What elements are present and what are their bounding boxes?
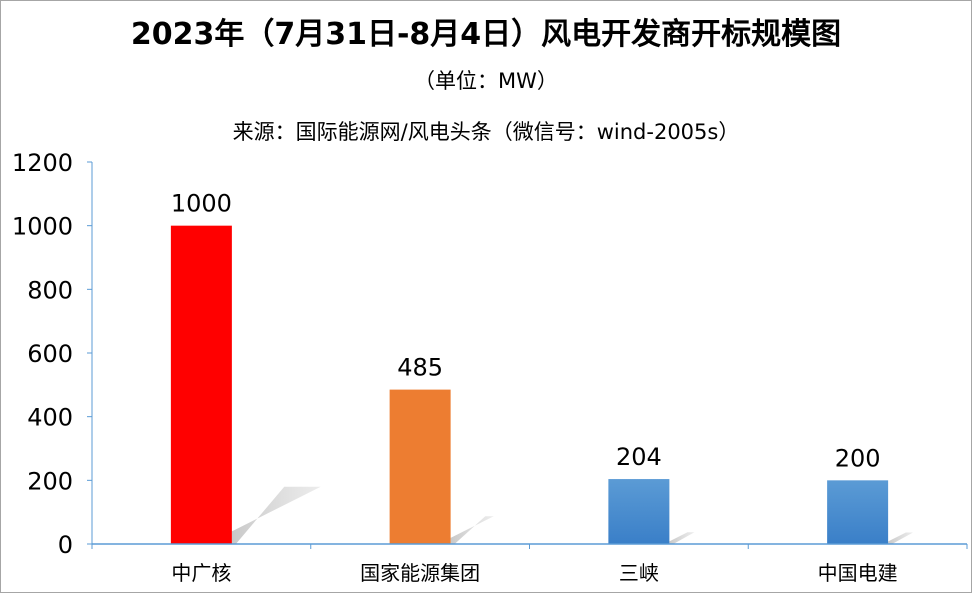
bars-group <box>170 225 889 544</box>
bar <box>170 225 232 544</box>
y-tick-label: 0 <box>58 531 73 559</box>
bar-shadow <box>450 516 494 544</box>
x-tick-label: 中国电建 <box>818 561 898 585</box>
data-label: 485 <box>397 354 443 382</box>
x-tick-label: 国家能源集团 <box>360 561 480 585</box>
y-tick-label: 800 <box>27 276 73 304</box>
y-tick-label: 1200 <box>12 149 73 177</box>
bar-shadow <box>888 532 914 544</box>
chart-subtitle: （单位：MW） <box>414 69 558 93</box>
bar <box>827 480 889 544</box>
bar <box>389 389 451 544</box>
y-axis: 0 200 400 600 800 1000 1200 <box>12 149 93 559</box>
bar <box>608 479 670 544</box>
data-labels: 1000 485 204 200 <box>171 190 881 473</box>
y-tick-label: 400 <box>27 404 73 432</box>
data-label: 200 <box>835 444 881 472</box>
y-tick-label: 600 <box>27 340 73 368</box>
x-axis: 中广核 国家能源集团 三峡 中国电建 <box>91 543 968 585</box>
bar-shadow <box>669 532 695 544</box>
chart-title: 2023年（7月31日-8月4日）风电开发商开标规模图 <box>130 17 842 52</box>
y-tick-label: 1000 <box>12 213 73 241</box>
bar-shadow <box>231 486 321 544</box>
x-tick-label: 中广核 <box>171 561 231 585</box>
data-label: 1000 <box>171 190 232 218</box>
data-label: 204 <box>616 443 662 471</box>
bar-shadows <box>231 486 914 544</box>
chart-source: 来源：国际能源网/风电头条（微信号：wind-2005s） <box>232 120 740 144</box>
y-tick-label: 200 <box>27 467 73 495</box>
x-tick-label: 三峡 <box>619 561 659 585</box>
